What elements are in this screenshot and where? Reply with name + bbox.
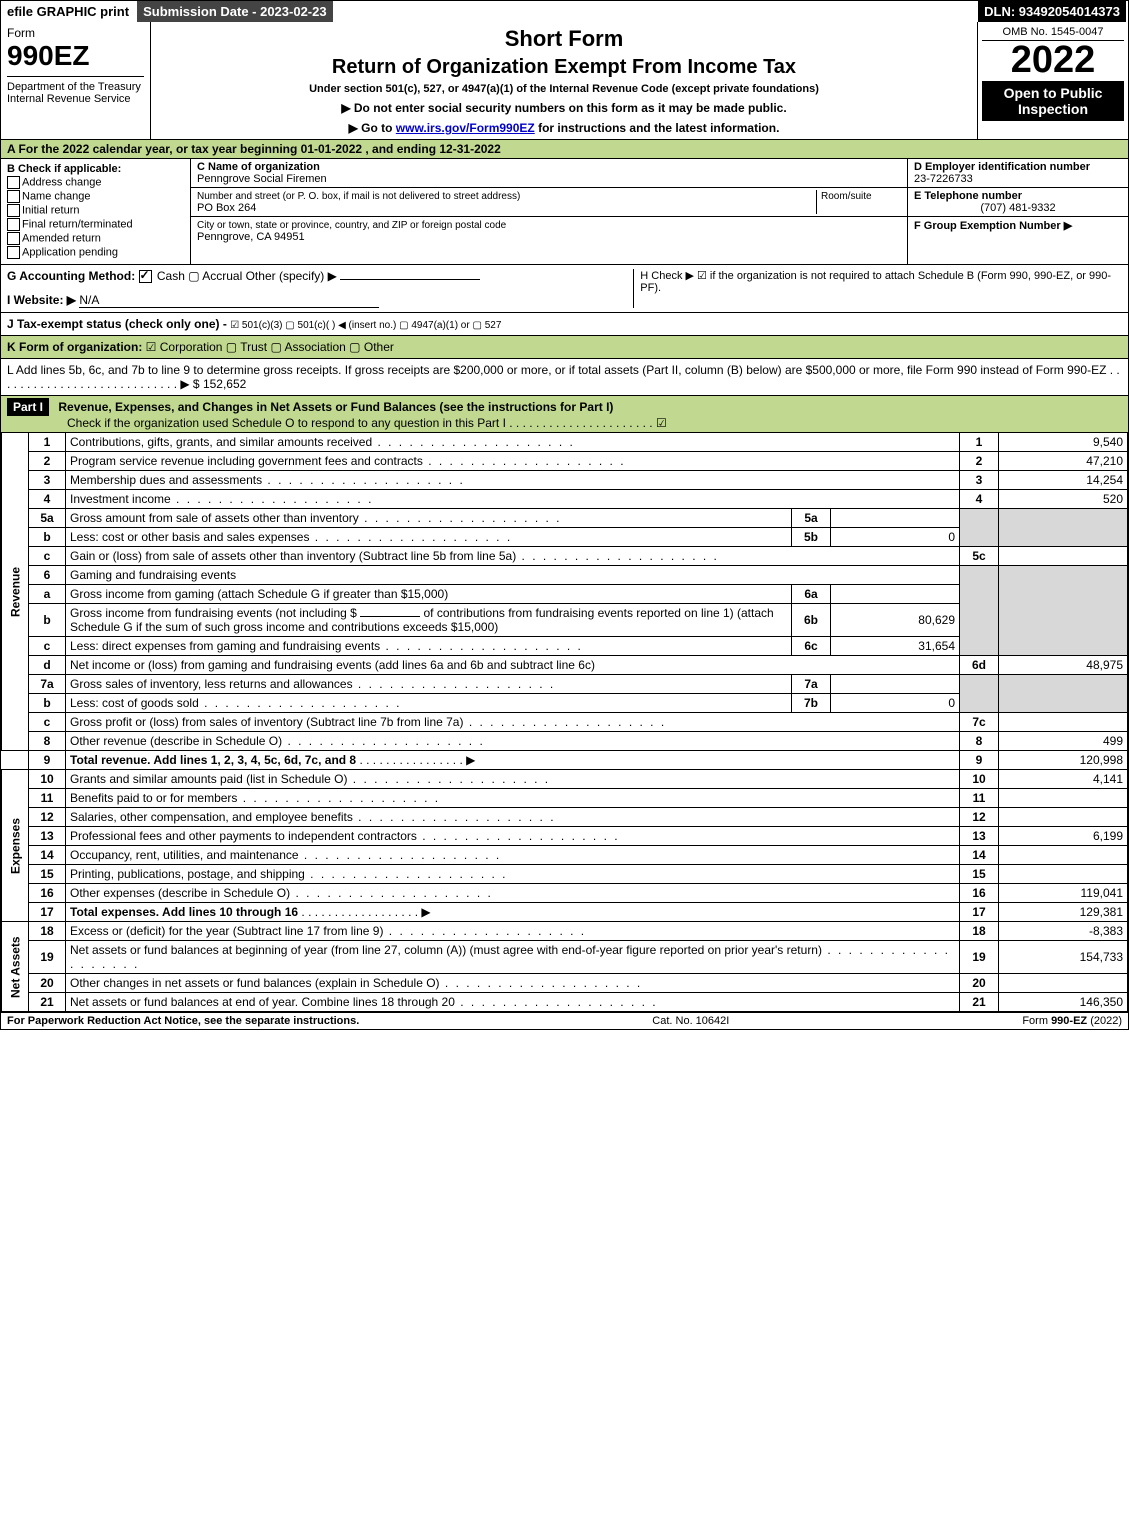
line-13: 13Professional fees and other payments t… [2,827,1128,846]
row-gh: G Accounting Method: Cash ▢ Accrual Othe… [1,264,1128,312]
ein-value: 23-7226733 [914,173,973,185]
line-6b: bGross income from fundraising events (n… [2,604,1128,637]
g-label: G Accounting Method: [7,269,135,283]
org-name: Penngrove Social Firemen [197,173,327,185]
room-label: Room/suite [821,191,872,202]
k-options: ☑ Corporation ▢ Trust ▢ Association ▢ Ot… [146,340,394,354]
footer-right: Form 990-EZ (2022) [1022,1015,1122,1027]
entity-info: B Check if applicable: Address change Na… [1,159,1128,264]
line-5b: bLess: cost or other basis and sales exp… [2,528,1128,547]
line-19: 19Net assets or fund balances at beginni… [2,941,1128,974]
expenses-side-label: Expenses [2,770,29,922]
chk-amended[interactable]: Amended return [7,232,184,245]
short-form-title: Short Form [155,26,973,52]
chk-name-change[interactable]: Name change [7,190,184,203]
b-label: B Check if applicable: [7,163,184,175]
phone-label: E Telephone number [914,190,1022,202]
form-number: 990EZ [7,40,144,72]
instr-link: ▶ Go to www.irs.gov/Form990EZ for instru… [155,121,973,135]
open-inspection: Open to Public Inspection [982,81,1124,121]
chk-address-change[interactable]: Address change [7,176,184,189]
part-i-title: Revenue, Expenses, and Changes in Net As… [58,400,613,414]
row-j: J Tax-exempt status (check only one) - ☑… [1,312,1128,335]
footer: For Paperwork Reduction Act Notice, see … [1,1012,1128,1029]
l-amount: 152,652 [203,377,246,391]
j-options: ☑ 501(c)(3) ▢ 501(c)( ) ◀ (insert no.) ▢… [230,320,501,331]
org-address: PO Box 264 [197,202,256,214]
line-2: 2Program service revenue including gover… [2,452,1128,471]
line-4: 4Investment income4520 [2,490,1128,509]
line-12: 12Salaries, other compensation, and empl… [2,808,1128,827]
line-6d: dNet income or (loss) from gaming and fu… [2,656,1128,675]
line-7c: cGross profit or (loss) from sales of in… [2,713,1128,732]
line-6c: cLess: direct expenses from gaming and f… [2,637,1128,656]
revenue-side-label: Revenue [2,433,29,751]
row-l: L Add lines 5b, 6c, and 7b to line 9 to … [1,358,1128,395]
phone-value: (707) 481-9332 [914,202,1122,214]
c-name-label: C Name of organization [197,161,320,173]
line-14: 14Occupancy, rent, utilities, and mainte… [2,846,1128,865]
chk-final-return[interactable]: Final return/terminated [7,218,184,231]
line-11: 11Benefits paid to or for members11 [2,789,1128,808]
line-1: Revenue 1Contributions, gifts, grants, a… [2,433,1128,452]
line-21: 21Net assets or fund balances at end of … [2,993,1128,1012]
city-label: City or town, state or province, country… [197,220,506,231]
form-990ez: efile GRAPHIC print Submission Date - 20… [0,0,1129,1030]
i-label: I Website: ▶ [7,293,76,307]
chk-pending[interactable]: Application pending [7,246,184,259]
line-5a: 5aGross amount from sale of assets other… [2,509,1128,528]
org-city: Penngrove, CA 94951 [197,231,305,243]
instr-ssn: ▶ Do not enter social security numbers o… [155,101,973,115]
line-6: 6Gaming and fundraising events [2,566,1128,585]
website-value: N/A [79,293,379,308]
col-b: B Check if applicable: Address change Na… [1,159,191,264]
col-d: D Employer identification number 23-7226… [908,159,1128,264]
h-text: H Check ▶ ☑ if the organization is not r… [640,270,1111,294]
line-7a: 7aGross sales of inventory, less returns… [2,675,1128,694]
group-label: F Group Exemption Number ▶ [914,220,1072,232]
line-20: 20Other changes in net assets or fund ba… [2,974,1128,993]
footer-center: Cat. No. 10642I [652,1015,729,1027]
form-header: Form 990EZ Department of the Treasury In… [1,22,1128,140]
col-c: C Name of organization Penngrove Social … [191,159,908,264]
ein-label: D Employer identification number [914,161,1090,173]
line-6a: aGross income from gaming (attach Schedu… [2,585,1128,604]
line-15: 15Printing, publications, postage, and s… [2,865,1128,884]
chk-cash[interactable] [139,270,152,283]
part-i-header: Part I Revenue, Expenses, and Changes in… [1,395,1128,432]
tax-year: 2022 [982,41,1124,79]
line-8: 8Other revenue (describe in Schedule O)8… [2,732,1128,751]
part-i-sub: Check if the organization used Schedule … [7,416,667,430]
part-i-table: Revenue 1Contributions, gifts, grants, a… [1,432,1128,1012]
line-7b: bLess: cost of goods sold7b0 [2,694,1128,713]
part-i-label: Part I [7,398,49,416]
chk-initial-return[interactable]: Initial return [7,204,184,217]
addr-label: Number and street (or P. O. box, if mail… [197,191,520,202]
l-text: L Add lines 5b, 6c, and 7b to line 9 to … [7,363,1120,391]
line-17: 17Total expenses. Add lines 10 through 1… [2,903,1128,922]
line-9: 9Total revenue. Add lines 1, 2, 3, 4, 5c… [2,751,1128,770]
line-18: Net Assets 18Excess or (deficit) for the… [2,922,1128,941]
netassets-side-label: Net Assets [2,922,29,1012]
line-a: A For the 2022 calendar year, or tax yea… [1,140,1128,159]
top-bar: efile GRAPHIC print Submission Date - 20… [1,1,1128,22]
dept-label: Department of the Treasury [7,81,144,93]
submission-date: Submission Date - 2023-02-23 [137,1,335,22]
row-k: K Form of organization: ☑ Corporation ▢ … [1,335,1128,358]
dln: DLN: 93492054014373 [978,1,1128,22]
subtitle: Under section 501(c), 527, or 4947(a)(1)… [155,83,973,95]
irs-label: Internal Revenue Service [7,93,144,105]
line-10: Expenses 10Grants and similar amounts pa… [2,770,1128,789]
efile-print[interactable]: efile GRAPHIC print [1,1,137,22]
irs-link[interactable]: www.irs.gov/Form990EZ [396,121,535,135]
form-label: Form [7,26,144,40]
line-3: 3Membership dues and assessments314,254 [2,471,1128,490]
footer-left: For Paperwork Reduction Act Notice, see … [7,1015,359,1027]
g-opts: Cash ▢ Accrual Other (specify) ▶ [157,269,337,283]
line-16: 16Other expenses (describe in Schedule O… [2,884,1128,903]
main-title: Return of Organization Exempt From Incom… [155,56,973,79]
line-5c: cGain or (loss) from sale of assets othe… [2,547,1128,566]
